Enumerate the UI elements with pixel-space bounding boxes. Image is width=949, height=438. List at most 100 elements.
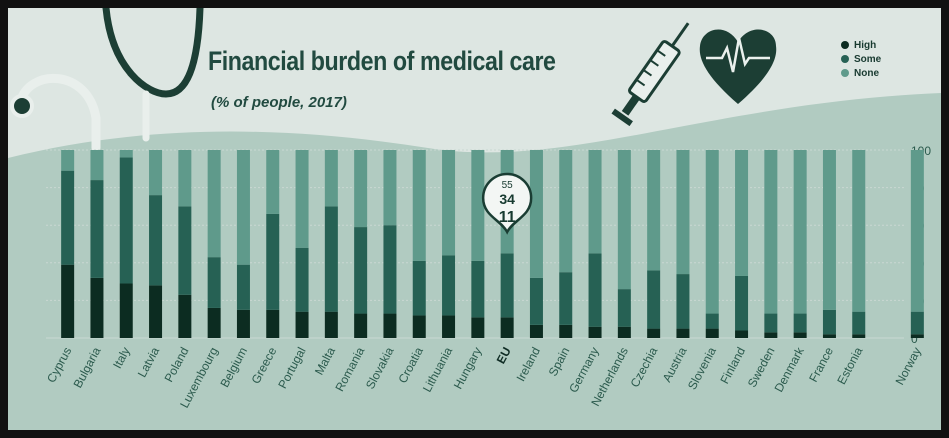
bar-some-poland [178,206,192,295]
syringe-icon [611,22,690,127]
bar-some-portugal [295,247,309,312]
bar-high-bulgaria [90,277,104,338]
bar-some-norway [910,311,924,335]
bar-high-poland [178,294,192,338]
stethoscope-icon [15,73,101,153]
legend-swatch-none [841,69,849,77]
bar-high-norway [910,334,924,338]
bar-high-lithuania [442,315,456,338]
legend-item-some: Some [841,52,881,66]
bar-none-estonia [852,150,866,312]
bar-some-bulgaria [90,180,104,278]
bar-none-denmark [793,150,807,314]
bar-high-germany [588,326,602,338]
chart-subtitle: (% of people, 2017) [211,94,347,111]
bar-high-spain [559,324,573,338]
legend-swatch-some [841,55,849,63]
bar-none-czechia [647,150,661,271]
bar-high-denmark [793,332,807,338]
heart-icon [699,29,777,104]
bar-some-germany [588,253,602,327]
bar-high-italy [119,283,133,338]
bar-high-latvia [149,285,163,338]
bar-some-eu [500,253,514,318]
chart-canvas: 020406080100CyprusBulgariaItalyLatviaPol… [8,8,941,430]
legend-swatch-high [841,41,849,49]
bar-none-latvia [149,150,163,196]
bar-some-greece [266,213,280,310]
legend-item-high: High [841,38,881,52]
chart-title: Financial burden of medical care [208,46,556,76]
bar-some-sweden [764,313,778,333]
bar-none-bulgaria [90,150,104,181]
bar-high-hungary [471,317,485,338]
bar-some-latvia [149,195,163,286]
bar-some-netherlands [617,289,631,327]
legend-label-high: High [854,39,877,51]
bar-none-sweden [764,150,778,314]
bar-high-estonia [852,334,866,338]
bar-high-ireland [529,324,543,338]
bar-high-croatia [412,315,426,338]
bar-none-luxembourg [207,150,221,258]
bar-none-spain [559,150,573,273]
eu-callout-some: 34 [499,191,515,207]
bar-high-greece [266,309,280,338]
bar-some-austria [676,274,690,329]
bar-some-finland [735,275,749,331]
legend-item-none: None [841,66,881,80]
bar-none-greece [266,150,280,214]
bar-some-estonia [852,311,866,335]
bar-some-malta [324,206,338,312]
bar-none-ireland [529,150,543,278]
bar-high-belgium [236,309,250,338]
bar-some-ireland [529,277,543,325]
bar-some-italy [119,157,133,284]
bar-some-cyprus [61,170,75,265]
bar-none-hungary [471,150,485,261]
bar-high-malta [324,311,338,338]
bar-none-italy [119,150,133,158]
eu-callout-pin [481,172,533,235]
bar-high-netherlands [617,326,631,338]
bar-none-finland [735,150,749,276]
bar-none-slovakia [383,150,397,226]
bar-high-cyprus [61,264,75,338]
eu-callout-none: 55 [502,180,514,191]
bar-none-poland [178,150,192,207]
bar-some-slovenia [705,313,719,329]
bar-some-slovakia [383,225,397,314]
bar-some-denmark [793,313,807,333]
bar-none-cyprus [61,150,75,171]
bar-high-eu [500,317,514,338]
bar-some-france [822,309,836,335]
bar-some-lithuania [442,255,456,316]
bar-some-hungary [471,260,485,318]
bar-none-malta [324,150,338,207]
bar-none-romania [354,150,368,228]
bar-none-netherlands [617,150,631,290]
bar-some-romania [354,227,368,314]
bar-none-slovenia [705,150,719,314]
chart-frame: 020406080100CyprusBulgariaItalyLatviaPol… [8,8,941,430]
bar-none-belgium [236,150,250,265]
stethoscope-tube-icon [102,8,204,98]
bar-high-france [822,334,836,338]
bar-high-finland [735,330,749,338]
bar-high-portugal [295,311,309,338]
bar-some-belgium [236,264,250,310]
bar-high-sweden [764,332,778,338]
y-tick-label: 0 [911,332,918,346]
bar-none-germany [588,150,602,254]
bar-none-croatia [412,150,426,261]
bar-none-lithuania [442,150,456,256]
bar-some-czechia [647,270,661,329]
bar-some-croatia [412,260,426,316]
bar-high-czechia [647,328,661,338]
bar-none-france [822,150,836,310]
legend-label-none: None [854,67,879,79]
bar-high-slovenia [705,328,719,338]
bar-high-luxembourg [207,307,221,338]
bar-some-luxembourg [207,257,221,308]
bar-high-romania [354,313,368,338]
